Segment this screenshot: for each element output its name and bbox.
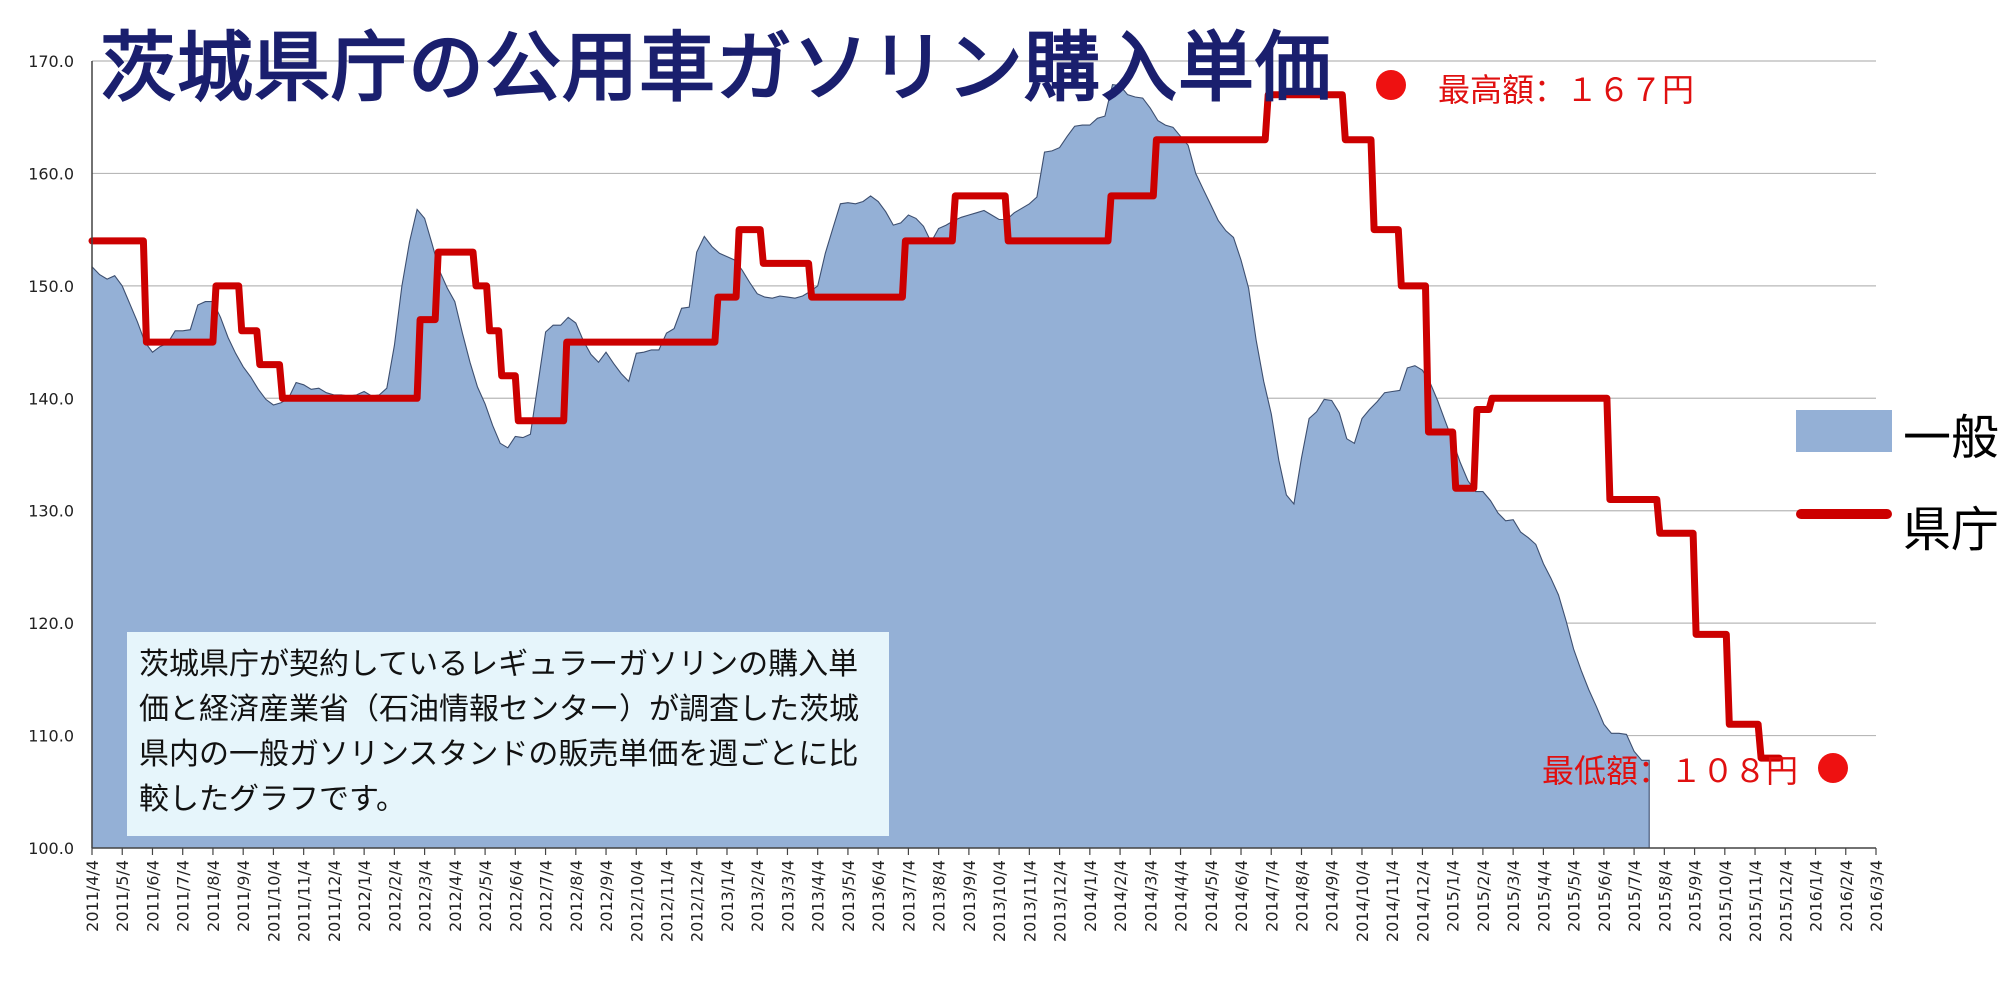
x-tick-label: 2012/7/4	[537, 860, 556, 932]
x-tick-label: 2013/5/4	[839, 860, 858, 932]
x-tick-label: 2013/4/4	[809, 860, 828, 932]
description-line-4: 較したグラフです。	[139, 782, 406, 817]
y-tick-label: 120.0	[28, 614, 74, 633]
series-line-prefecture	[88, 91, 1783, 762]
x-tick-label: 2014/2/4	[1111, 860, 1130, 932]
x-tick-label: 2011/5/4	[113, 860, 132, 932]
x-tick-label: 2016/1/4	[1807, 860, 1826, 932]
x-tick-label: 2016/3/4	[1867, 860, 1886, 932]
x-tick-label: 2013/8/4	[930, 860, 949, 932]
x-tick-label: 2013/3/4	[779, 860, 798, 932]
x-tick-label: 2012/10/4	[627, 860, 646, 942]
x-tick-label: 2014/6/4	[1232, 860, 1251, 932]
x-tick-label: 2015/1/4	[1444, 860, 1463, 932]
x-tick-label: 2013/7/4	[899, 860, 918, 932]
max-marker	[1376, 70, 1406, 100]
x-tick-label: 2015/4/4	[1534, 860, 1553, 932]
x-tick-label: 2015/5/4	[1565, 860, 1584, 932]
y-tick-label: 170.0	[28, 52, 74, 71]
y-tick-label: 100.0	[28, 839, 74, 858]
x-tick-label: 2011/4/4	[83, 860, 102, 932]
x-tick-label: 2015/3/4	[1504, 860, 1523, 932]
description-box: 茨城県庁が契約しているレギュラーガソリンの購入単 価と経済産業省（石油情報センタ…	[127, 632, 889, 836]
x-tick-label: 2015/10/4	[1716, 860, 1735, 942]
x-tick-label: 2014/10/4	[1353, 860, 1372, 942]
y-tick-label: 110.0	[28, 727, 74, 746]
description-line-1: 茨城県庁が契約しているレギュラーガソリンの購入単	[139, 647, 859, 682]
x-tick-label: 2014/8/4	[1293, 860, 1312, 932]
max-annotation: 最高額：１６７円	[1438, 71, 1695, 109]
x-tick-label: 2015/9/4	[1686, 860, 1705, 932]
x-tick-label: 2012/5/4	[476, 860, 495, 932]
y-tick-label: 140.0	[28, 389, 74, 408]
x-tick-label: 2014/12/4	[1413, 860, 1432, 942]
x-tick-label: 2012/8/4	[567, 860, 586, 932]
min-annotation: 最低額：１０８円	[1542, 752, 1799, 790]
x-tick-label: 2012/11/4	[658, 860, 677, 942]
x-tick-label: 2014/3/4	[1141, 860, 1160, 932]
x-tick-label: 2011/9/4	[234, 860, 253, 932]
x-tick-label: 2011/12/4	[325, 860, 344, 942]
x-tick-label: 2015/12/4	[1776, 860, 1795, 942]
x-tick-label: 2013/9/4	[960, 860, 979, 932]
x-tick-label: 2012/3/4	[416, 860, 435, 932]
x-tick-label: 2012/2/4	[385, 860, 404, 932]
x-tick-label: 2011/11/4	[295, 860, 314, 942]
y-tick-label: 150.0	[28, 277, 74, 296]
legend-label-general: 一般	[1903, 410, 2000, 466]
x-tick-label: 2016/2/4	[1837, 860, 1856, 932]
x-tick-label: 2015/11/4	[1746, 860, 1765, 942]
x-tick-label: 2011/6/4	[144, 860, 163, 932]
x-tick-label: 2011/10/4	[264, 860, 283, 942]
x-tick-label: 2011/8/4	[204, 860, 223, 932]
min-marker	[1818, 753, 1848, 783]
x-tick-label: 2012/6/4	[506, 860, 525, 932]
x-tick-label: 2015/6/4	[1595, 860, 1614, 932]
x-tick-label: 2013/1/4	[718, 860, 737, 932]
x-tick-label: 2014/7/4	[1262, 860, 1281, 932]
x-tick-label: 2013/2/4	[748, 860, 767, 932]
y-tick-label: 130.0	[28, 502, 74, 521]
y-tick-label: 160.0	[28, 164, 74, 183]
x-tick-label: 2012/12/4	[688, 860, 707, 942]
x-tick-label: 2012/9/4	[597, 860, 616, 932]
description-line-2: 価と経済産業省（石油情報センター）が調査した茨城	[139, 692, 859, 727]
x-tick-label: 2012/4/4	[446, 860, 465, 932]
x-tick-label: 2013/6/4	[869, 860, 888, 932]
legend-swatch-prefecture	[1796, 509, 1892, 519]
x-tick-label: 2012/1/4	[355, 860, 374, 932]
legend-label-prefecture: 県庁	[1903, 502, 2000, 558]
x-tick-label: 2014/9/4	[1323, 860, 1342, 932]
x-tick-label: 2014/11/4	[1383, 860, 1402, 942]
x-tick-label: 2013/12/4	[1051, 860, 1070, 942]
x-tick-label: 2013/10/4	[990, 860, 1009, 942]
x-tick-label: 2013/11/4	[1020, 860, 1039, 942]
x-tick-label: 2014/5/4	[1202, 860, 1221, 932]
x-tick-label: 2014/4/4	[1172, 860, 1191, 932]
x-tick-label: 2015/7/4	[1625, 860, 1644, 932]
x-tick-label: 2015/8/4	[1655, 860, 1674, 932]
legend-swatch-general	[1796, 410, 1892, 452]
description-line-3: 県内の一般ガソリンスタンドの販売単価を週ごとに比	[139, 737, 859, 772]
x-tick-label: 2011/7/4	[174, 860, 193, 932]
chart-title: 茨城県庁の公用車ガソリン購入単価	[100, 23, 1332, 112]
x-tick-label: 2014/1/4	[1081, 860, 1100, 932]
x-tick-label: 2015/2/4	[1474, 860, 1493, 932]
